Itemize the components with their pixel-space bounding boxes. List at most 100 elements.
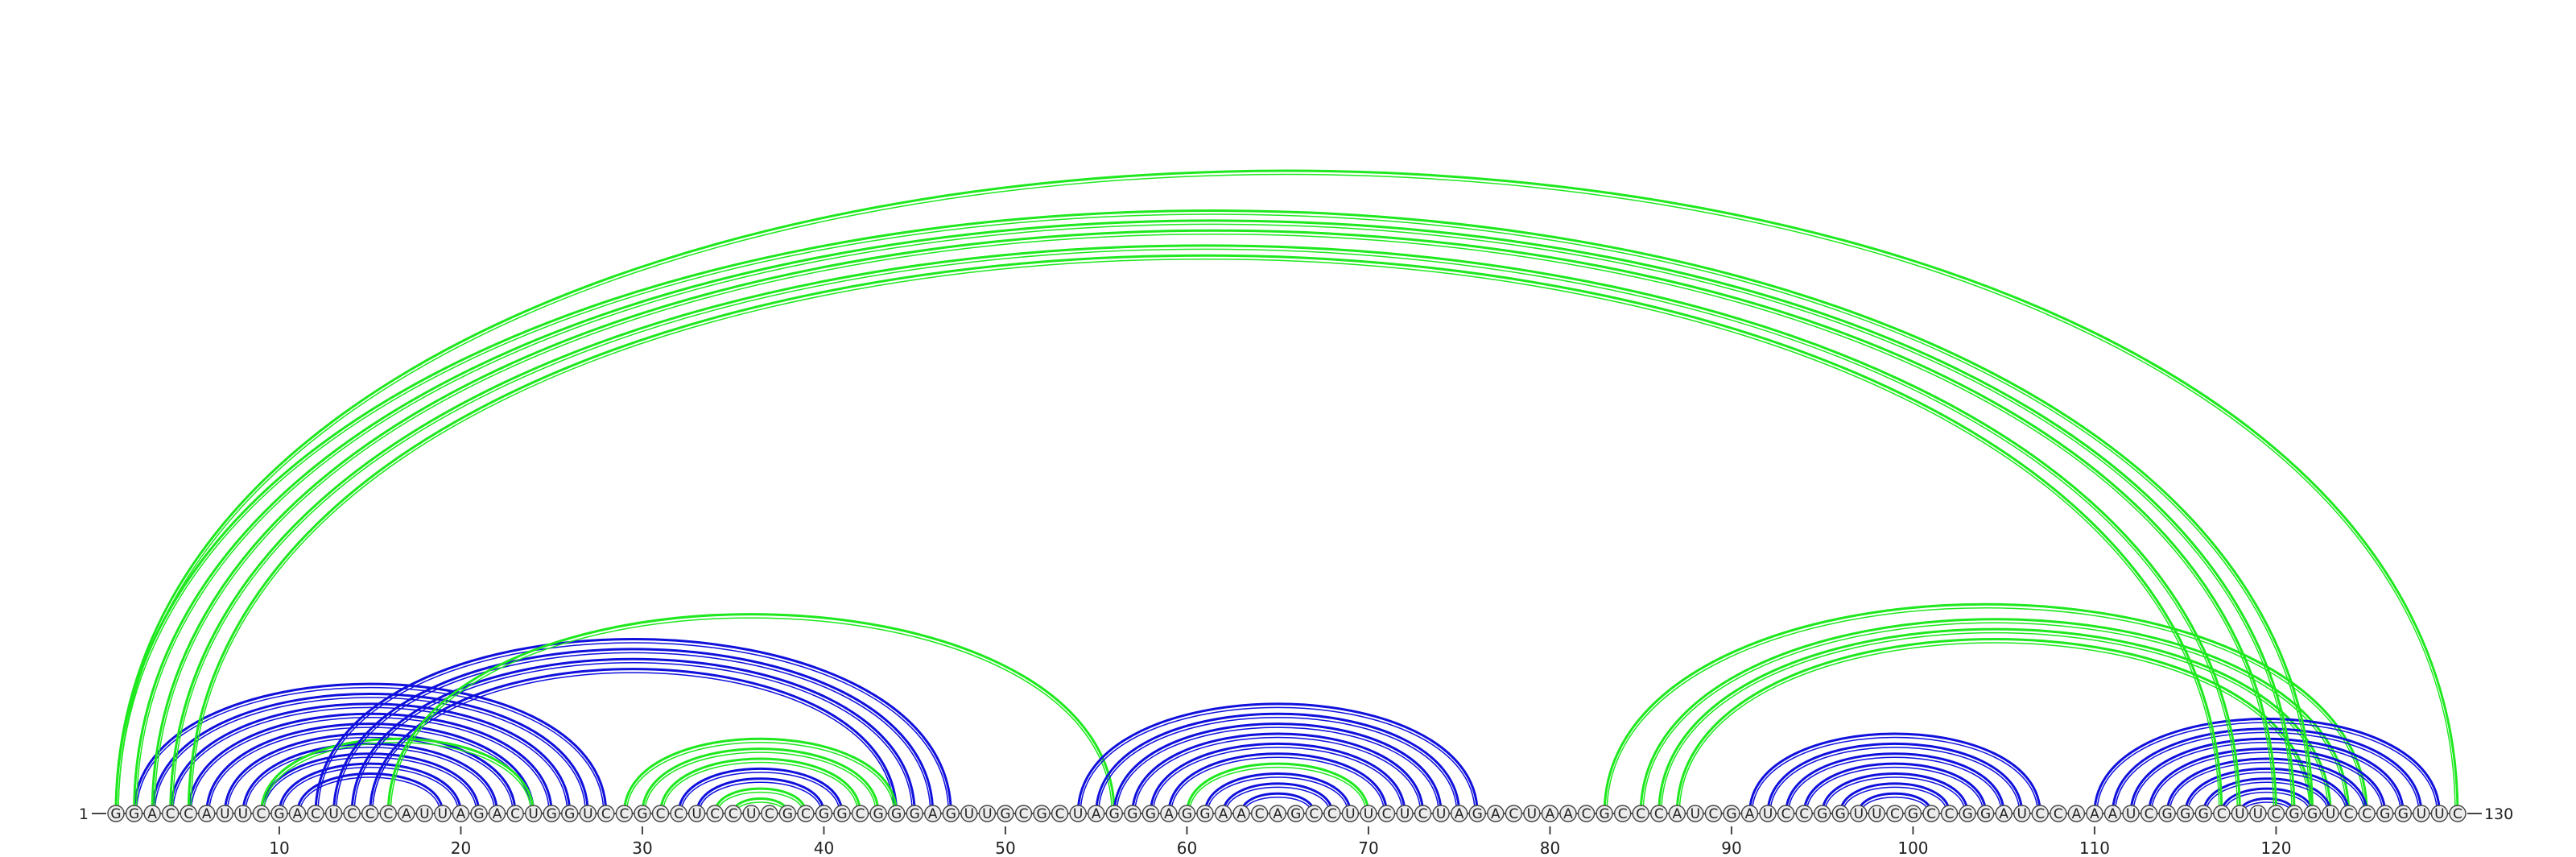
nucleotide-letter: C bbox=[256, 806, 266, 822]
nucleotide-letter: G bbox=[637, 806, 647, 822]
nucleotide-circle bbox=[1287, 805, 1305, 822]
nucleotide-letter: G bbox=[910, 806, 920, 822]
nucleotide-circle bbox=[324, 805, 343, 822]
nucleotide-circle bbox=[634, 805, 651, 822]
nucleotide-circle bbox=[2050, 805, 2067, 822]
nucleotide-letter: C bbox=[2145, 806, 2154, 822]
nucleotide-circle bbox=[1976, 805, 1995, 822]
tick-label: 110 bbox=[2079, 838, 2110, 857]
nucleotide-circle bbox=[1178, 805, 1196, 822]
nucleotide-circle bbox=[1813, 805, 1831, 822]
base-pair-arc-green bbox=[386, 613, 1116, 814]
nucleotide-circle bbox=[1868, 805, 1886, 822]
nucleotide-letter: C bbox=[2217, 806, 2227, 822]
nucleotide-letter: G bbox=[1036, 806, 1046, 822]
nucleotide-letter: C bbox=[1309, 806, 1319, 822]
base-pair-arc-green bbox=[713, 787, 807, 814]
nucleotide-letter: G bbox=[129, 806, 139, 822]
nucleotide-circle bbox=[1141, 805, 1160, 822]
nucleotide-circle bbox=[2231, 805, 2249, 822]
tick-label: 40 bbox=[814, 838, 834, 857]
nucleotide-letter: A bbox=[1999, 806, 2008, 822]
base-pair-arc-inner-blue bbox=[371, 672, 895, 814]
base-pair-arc-inner-blue bbox=[1823, 776, 1966, 814]
base-pair-arc-inner-blue bbox=[1787, 756, 2002, 814]
base-pair-arc-green bbox=[1639, 618, 2351, 814]
base-pair-arc-green bbox=[169, 244, 2241, 814]
base-pair-arc-blue bbox=[1131, 732, 1425, 814]
tick-label: 60 bbox=[1177, 838, 1197, 857]
nucleotide-circle bbox=[2140, 805, 2158, 822]
nucleotide-circle bbox=[2213, 805, 2231, 822]
nucleotide-letter: A bbox=[1164, 806, 1174, 822]
nucleotide-letter: U bbox=[1436, 806, 1446, 822]
nucleotide-letter: C bbox=[1255, 806, 1265, 822]
nucleotide-letter: C bbox=[2035, 806, 2045, 822]
nucleotide-letter: A bbox=[1219, 806, 1228, 822]
nucleotide-letter: U bbox=[1872, 806, 1881, 822]
nucleotide-letter: U bbox=[1763, 806, 1773, 822]
nucleotide-circle bbox=[379, 805, 397, 822]
nucleotide-letter: G bbox=[110, 806, 121, 822]
base-pair-arc-inner-blue bbox=[2150, 751, 2384, 814]
nucleotide-circle bbox=[887, 805, 906, 822]
nucleotide-letter: U bbox=[1854, 806, 1864, 822]
nucleotide-letter: C bbox=[347, 806, 357, 822]
nucleotide-letter: A bbox=[2072, 806, 2082, 822]
base-pair-arc-blue bbox=[1076, 702, 1479, 814]
nucleotide-circle bbox=[452, 805, 470, 822]
nucleotide-letter: C bbox=[765, 806, 774, 822]
base-pair-arc-blue bbox=[696, 777, 825, 814]
nucleotide-circle bbox=[833, 805, 851, 822]
nucleotide-letter: G bbox=[1109, 806, 1120, 822]
nucleotide-letter: C bbox=[729, 806, 738, 822]
nucleotide-letter: C bbox=[656, 806, 666, 822]
base-pair-arc-blue bbox=[1802, 762, 1988, 814]
nucleotide-circle bbox=[851, 805, 869, 822]
nucleotide-letter: U bbox=[438, 806, 448, 822]
base-pair-arc-inner-green bbox=[716, 791, 804, 814]
nucleotide-circle bbox=[1360, 805, 1377, 822]
nucleotide-letter: A bbox=[1092, 806, 1101, 822]
tick-label: 50 bbox=[995, 838, 1015, 857]
nucleotide-circle bbox=[343, 805, 361, 822]
base-pair-arc-blue bbox=[677, 767, 844, 814]
nucleotide-circle bbox=[2176, 805, 2194, 822]
base-pair-arc-inner-blue bbox=[1207, 776, 1349, 814]
nucleotide-circle bbox=[2303, 805, 2322, 822]
nucleotide-letter: C bbox=[1618, 806, 1628, 822]
nucleotide-circle bbox=[1214, 805, 1232, 822]
base-pair-arc-blue bbox=[1095, 712, 1461, 814]
nucleotide-circle bbox=[2285, 805, 2303, 822]
base-pair-arc-inner-green bbox=[1188, 766, 1367, 814]
nucleotide-letter: C bbox=[619, 806, 629, 822]
nucleotide-letter: U bbox=[2253, 806, 2263, 822]
nucleotide-circle bbox=[1341, 805, 1360, 822]
base-pair-arc-inner-blue bbox=[2205, 781, 2329, 814]
base-pair-arc-inner-blue bbox=[1116, 727, 1439, 814]
base-pair-arc-inner-green bbox=[1606, 607, 2365, 814]
nucleotide-circle bbox=[1033, 805, 1051, 822]
nucleotide-circle bbox=[216, 805, 233, 822]
nucleotide-circle bbox=[307, 805, 324, 822]
nucleotide-circle bbox=[1850, 805, 1868, 822]
base-pair-arc-blue bbox=[1203, 772, 1352, 814]
tick-label: 80 bbox=[1540, 838, 1560, 857]
nucleotide-letter: C bbox=[1799, 806, 1809, 822]
tick-label: 90 bbox=[1721, 838, 1741, 857]
base-pair-arc-inner-blue bbox=[317, 642, 950, 814]
base-pair-arc-blue bbox=[1222, 782, 1334, 814]
nucleotide-circle bbox=[1468, 805, 1486, 822]
nucleotide-circle bbox=[2358, 805, 2376, 822]
nucleotide-circle bbox=[1487, 805, 1505, 822]
nucleotide-circle bbox=[252, 805, 270, 822]
nucleotide-letter: A bbox=[2108, 806, 2118, 822]
nucleotide-circle bbox=[161, 805, 180, 822]
nucleotide-circle bbox=[1668, 805, 1686, 822]
nucleotide-letter: C bbox=[1926, 806, 1936, 822]
nucleotide-circle bbox=[1777, 805, 1795, 822]
base-pair-arc-blue bbox=[1167, 752, 1388, 814]
nucleotide-letter: U bbox=[528, 806, 538, 822]
nucleotide-letter: G bbox=[946, 806, 956, 822]
nucleotide-letter: U bbox=[220, 806, 229, 822]
